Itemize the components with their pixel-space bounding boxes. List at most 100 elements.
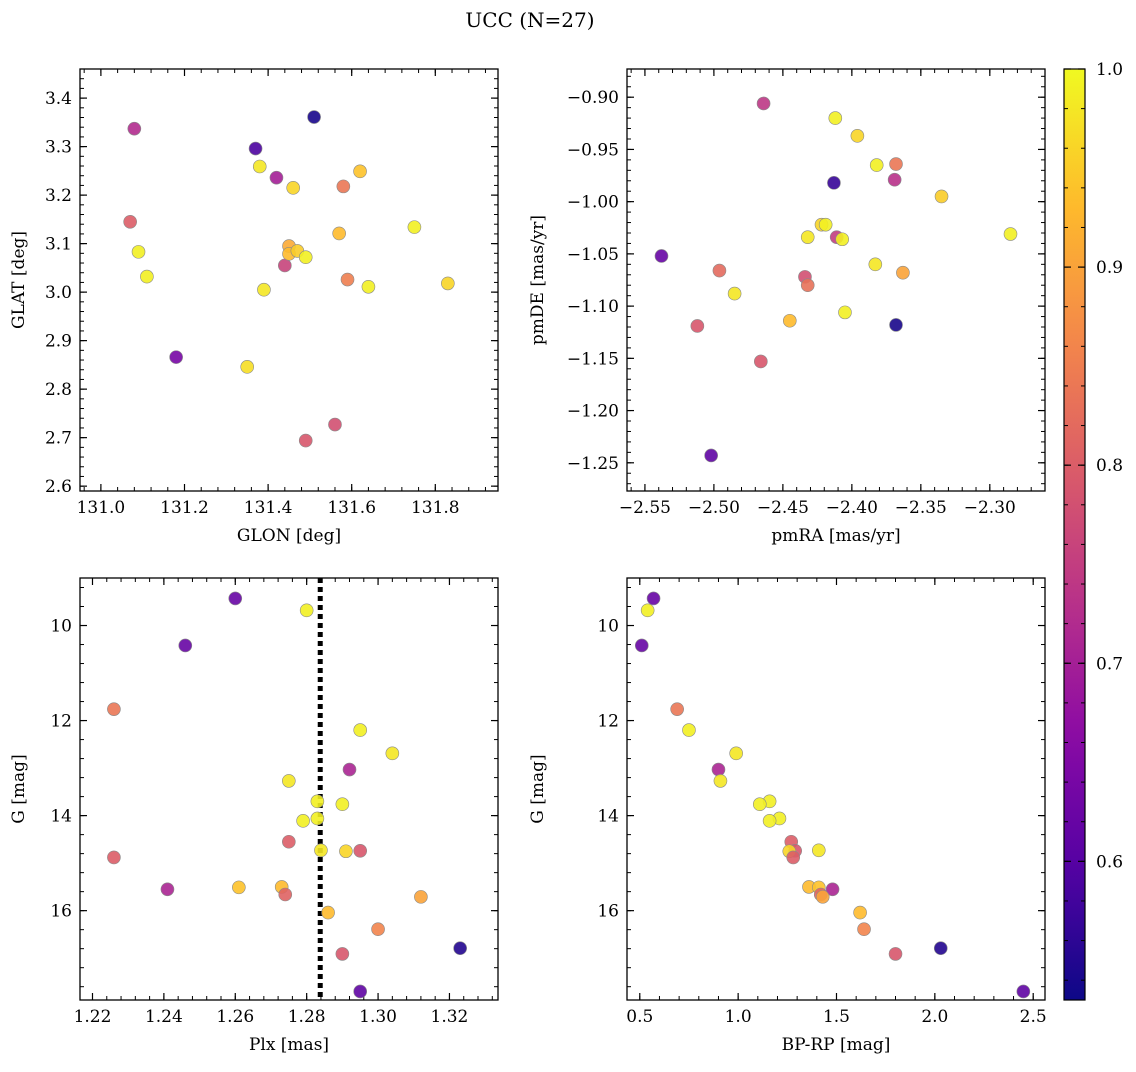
x-tick-label: −2.30	[964, 498, 1016, 518]
data-point	[646, 591, 661, 606]
data-point	[441, 276, 455, 291]
data-point	[353, 723, 368, 737]
data-point	[888, 947, 903, 961]
y-tick-label: 16	[50, 902, 72, 922]
x-tick-label: −2.35	[895, 498, 947, 518]
colorbar-tick-label: 0.6	[1096, 852, 1123, 872]
y-tick-label: −0.95	[567, 140, 619, 160]
data-point	[240, 360, 254, 374]
x-tick-label: −2.40	[826, 498, 878, 518]
data-point	[670, 702, 684, 716]
data-point	[160, 882, 175, 897]
y-tick-label: 2.6	[45, 477, 72, 497]
data-point	[640, 603, 655, 618]
y-tick-label: 10	[597, 617, 619, 637]
data-point	[827, 176, 841, 190]
x-axis-label: GLON [deg]	[237, 526, 341, 546]
y-tick-label: 3.3	[45, 138, 72, 158]
colorbar-tick-label: 0.9	[1096, 258, 1123, 278]
y-tick-label: 16	[597, 902, 619, 922]
y-tick-label: 10	[50, 617, 72, 637]
data-point	[889, 318, 903, 332]
y-tick-label: 12	[50, 712, 72, 732]
x-tick-label: 2.5	[1020, 1007, 1047, 1027]
y-tick-label: 14	[597, 807, 619, 827]
data-point	[342, 762, 357, 777]
data-point	[335, 797, 350, 812]
x-tick-label: 1.22	[74, 1007, 112, 1027]
x-tick-label: 1.32	[431, 1007, 469, 1027]
data-point	[278, 887, 293, 902]
data-point	[328, 417, 342, 432]
panel-plx-g: 1.22 1.24 1.26 1.28 1.30 1.32 10 12 14 16 Plx [mas…	[9, 577, 499, 1055]
colorbar-tick-label: 0.7	[1096, 654, 1123, 674]
x-tick-label: 131.0	[77, 498, 126, 518]
y-tick-label: 2.9	[45, 332, 72, 352]
data-point	[825, 882, 840, 897]
data-point	[127, 121, 142, 136]
colorbar-tick-label: 0.8	[1096, 456, 1123, 476]
y-tick-label: −0.90	[567, 88, 619, 108]
data-point	[107, 702, 121, 716]
x-tick-label: 131.8	[411, 498, 460, 518]
data-point	[269, 170, 284, 185]
data-point	[762, 814, 777, 828]
x-tick-label: −2.55	[619, 498, 671, 518]
data-point	[407, 220, 422, 234]
data-point	[887, 172, 902, 187]
y-tick-label: 3.4	[45, 89, 72, 109]
data-point	[140, 269, 154, 284]
data-point	[934, 189, 949, 204]
data-point	[286, 181, 300, 195]
data-point	[123, 214, 137, 229]
x-axis-label: Plx [mas]	[249, 1035, 329, 1055]
y-tick-label: −1.25	[567, 454, 619, 474]
x-tick-label: 1.26	[216, 1007, 254, 1027]
y-tick-label: 3.0	[45, 283, 72, 303]
data-point	[1003, 227, 1018, 241]
data-point	[869, 158, 884, 172]
plot-frame	[79, 68, 499, 492]
x-tick-label: −2.50	[688, 498, 740, 518]
x-tick-label: 131.4	[244, 498, 293, 518]
data-point	[453, 941, 467, 956]
x-axis-label: BP-RP [mag]	[782, 1035, 891, 1055]
data-point	[310, 794, 325, 809]
data-point	[340, 272, 355, 287]
data-point	[252, 159, 267, 174]
data-point	[307, 110, 321, 124]
y-tick-label: 3.2	[45, 186, 72, 206]
data-point	[298, 250, 313, 265]
data-point	[704, 448, 718, 463]
data-point	[282, 834, 296, 849]
data-point	[682, 723, 696, 737]
data-point	[353, 984, 368, 999]
data-point	[853, 905, 867, 920]
y-tick-label: 3.1	[45, 235, 72, 255]
data-point	[690, 319, 705, 333]
y-axis-label: G [mag]	[9, 754, 29, 823]
data-point	[296, 814, 310, 828]
data-point	[712, 263, 727, 278]
data-point	[654, 249, 669, 263]
data-point	[353, 164, 367, 179]
x-tick-label: 131.2	[160, 498, 209, 518]
x-tick-label: 1.28	[288, 1007, 326, 1027]
data-point	[314, 843, 328, 858]
data-point	[782, 313, 797, 328]
y-tick-label: 2.8	[45, 380, 72, 400]
data-point	[310, 811, 325, 826]
y-tick-label: −1.10	[567, 297, 619, 317]
data-point	[332, 226, 346, 241]
data-point	[815, 890, 830, 904]
y-tick-label: −1.00	[567, 193, 619, 213]
data-point	[335, 947, 350, 961]
data-point	[169, 350, 183, 364]
x-tick-label: 1.30	[359, 1007, 397, 1027]
colorbar: 0.6 0.7 0.8 0.9 1.0	[1063, 60, 1123, 1001]
y-axis-label: pmDE [mas/yr]	[528, 215, 548, 345]
x-tick-label: 1.24	[145, 1007, 183, 1027]
x-tick-label: 0.5	[626, 1007, 653, 1027]
y-tick-label: 2.7	[45, 429, 72, 449]
